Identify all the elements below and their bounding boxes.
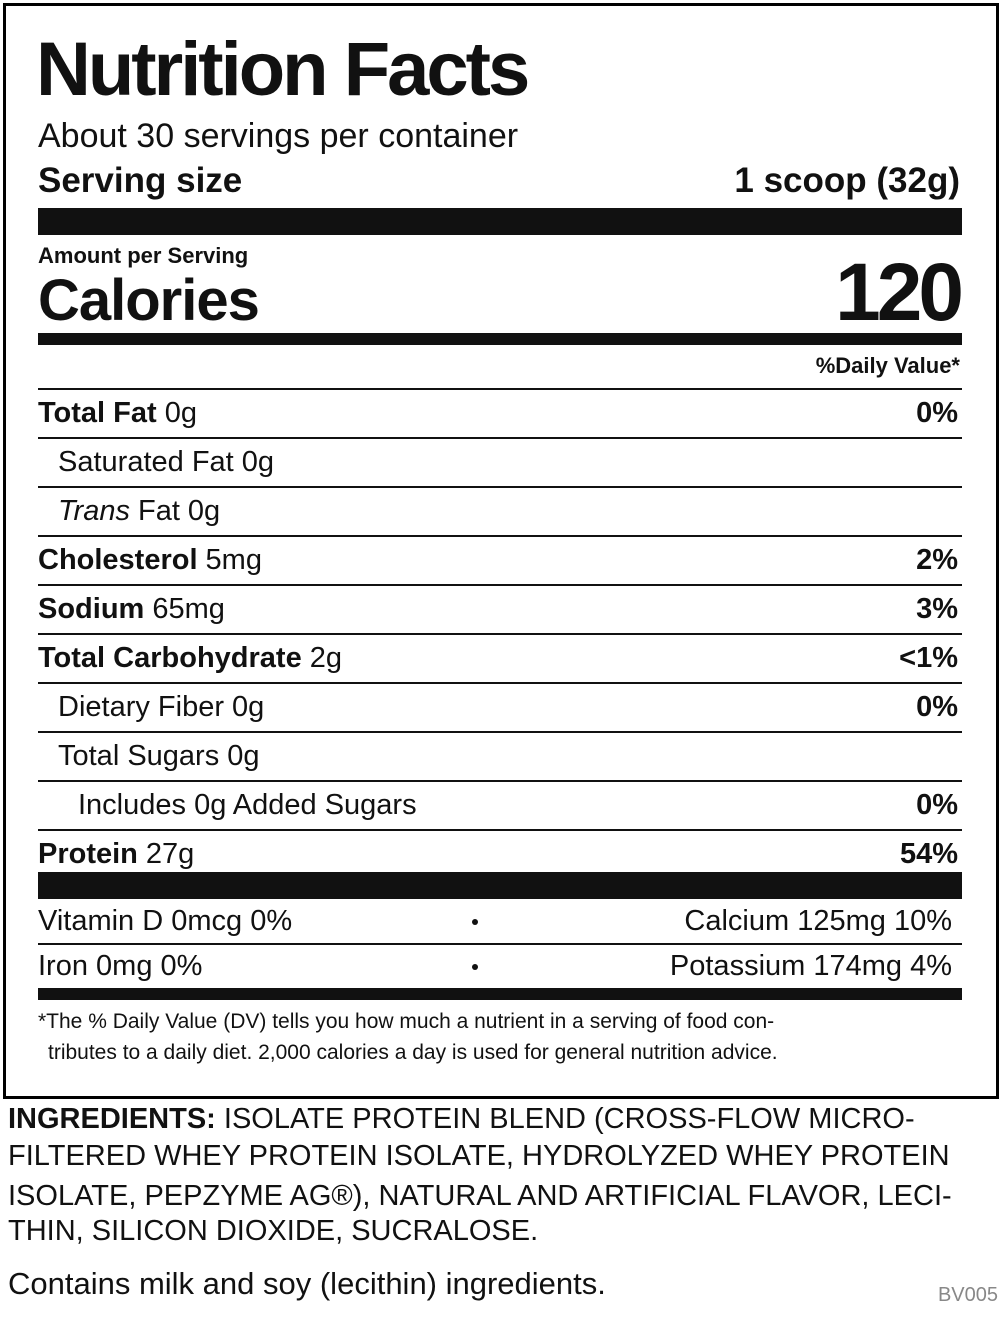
footnote-line: *The % Daily Value (DV) tells you how mu… bbox=[38, 1010, 775, 1033]
nutrient-name: Includes 0g Added Sugars bbox=[78, 789, 417, 821]
nutrient-row: Includes 0g Added Sugars 0% bbox=[38, 782, 962, 831]
allergens: Contains milk and soy (lecithin) ingredi… bbox=[8, 1266, 606, 1301]
nutrient-dv: 0% bbox=[916, 397, 958, 429]
label-border bbox=[3, 3, 999, 1099]
nutrient-row: Dietary Fiber 0g 0% bbox=[38, 684, 962, 733]
nutrient-name: Saturated Fat bbox=[58, 446, 234, 478]
nutrient-dv: 54% bbox=[899, 838, 958, 870]
calories-label: Calories bbox=[38, 268, 260, 333]
ingredients-line: THIN, SILICON DIOXIDE, SUCRALOSE. bbox=[8, 1215, 539, 1247]
medium-bar bbox=[38, 988, 962, 1000]
nutrient-name: Total Sugars bbox=[58, 740, 220, 772]
nutrient-amount: 2g bbox=[309, 642, 342, 674]
thick-bar bbox=[38, 872, 962, 899]
servings: About 30 servings per container bbox=[38, 117, 519, 155]
vitamin-left: Vitamin D 0mcg 0% bbox=[38, 904, 293, 937]
nutrient-name: Protein bbox=[38, 838, 138, 870]
nutrient-row: Trans Fat 0g bbox=[38, 488, 962, 537]
bullet bbox=[472, 964, 478, 970]
nutrient-amount: 0g bbox=[241, 446, 274, 478]
ingredients-line: FILTERED WHEY PROTEIN ISOLATE, HYDROLYZE… bbox=[8, 1140, 950, 1172]
serving-size-label: Serving size bbox=[38, 161, 243, 200]
calories-value: 120 bbox=[835, 247, 964, 338]
nutrient-name: Total Fat bbox=[38, 397, 157, 429]
nutrient-row: Total Carbohydrate 2g <1% bbox=[38, 635, 962, 684]
nutrient-name: Cholesterol bbox=[38, 544, 198, 576]
vitamin-left: Iron 0mg 0% bbox=[38, 949, 203, 982]
nutrient-name: Dietary Fiber bbox=[58, 691, 224, 723]
nutrient-row: Total Sugars 0g bbox=[38, 733, 962, 782]
amount-per-serving: Amount per Serving bbox=[38, 243, 249, 268]
nutrient-row: Cholesterol 5mg 2% bbox=[38, 537, 962, 586]
nutrient-name: Total Carbohydrate bbox=[38, 642, 302, 674]
serving-size-value: 1 scoop (32g) bbox=[734, 161, 960, 200]
vitamin-row: Vitamin D 0mcg 0% Calcium 125mg 10% bbox=[38, 899, 962, 945]
nutrient-dv: 2% bbox=[916, 544, 958, 576]
daily-value-header: %Daily Value* bbox=[815, 353, 960, 378]
medium-bar bbox=[38, 333, 962, 345]
footnote-line: tributes to a daily diet. 2,000 calories… bbox=[48, 1041, 778, 1064]
vitamin-right: Calcium 125mg 10% bbox=[684, 904, 952, 937]
nutrient-dv: 0% bbox=[916, 789, 958, 821]
nutrient-dv: 0% bbox=[916, 691, 958, 723]
nutrient-row: Protein 27g 54% bbox=[38, 831, 962, 878]
vitamin-right: Potassium 174mg 4% bbox=[669, 949, 952, 982]
label-title: Nutrition Facts bbox=[36, 27, 530, 112]
nutrient-amount: 0g bbox=[164, 397, 197, 429]
nutrient-row: Total Fat 0g 0% bbox=[38, 390, 962, 439]
product-code: BV005 bbox=[937, 1284, 998, 1306]
vitamin-row: Iron 0mg 0% Potassium 174mg 4% bbox=[38, 944, 962, 988]
ingredients-line: ISOLATE, PEPZYME AG®), NATURAL AND ARTIF… bbox=[8, 1180, 952, 1212]
ingredients-line: INGREDIENTS: ISOLATE PROTEIN BLEND (CROS… bbox=[8, 1103, 915, 1136]
nutrient-amount: 5mg bbox=[205, 544, 262, 576]
nutrient-name: Fat bbox=[137, 495, 180, 527]
thick-bar bbox=[38, 208, 962, 235]
ingredients-label: INGREDIENTS: bbox=[8, 1103, 216, 1135]
nutrient-amount: 27g bbox=[145, 838, 195, 870]
nutrient-amount: 0g bbox=[187, 495, 221, 527]
nutrient-name-italic: Trans bbox=[58, 495, 130, 527]
nutrient-dv: <1% bbox=[899, 642, 958, 674]
nutrient-row: Saturated Fat 0g bbox=[38, 439, 962, 488]
bullet bbox=[472, 919, 478, 925]
nutrient-table: Total Fat 0g 0% Saturated Fat 0g Trans Fat 0g… bbox=[38, 388, 962, 878]
ingredients-text: ISOLATE PROTEIN BLEND (CROSS-FLOW MICRO- bbox=[223, 1103, 915, 1135]
nutrient-name: Sodium bbox=[38, 593, 145, 625]
nutrient-dv: 3% bbox=[916, 593, 958, 625]
nutrient-amount: 65mg bbox=[152, 593, 225, 625]
nutrient-amount: 0g bbox=[227, 740, 260, 772]
nutrient-amount: 0g bbox=[232, 691, 265, 723]
nutrient-row: Sodium 65mg 3% bbox=[38, 586, 962, 635]
